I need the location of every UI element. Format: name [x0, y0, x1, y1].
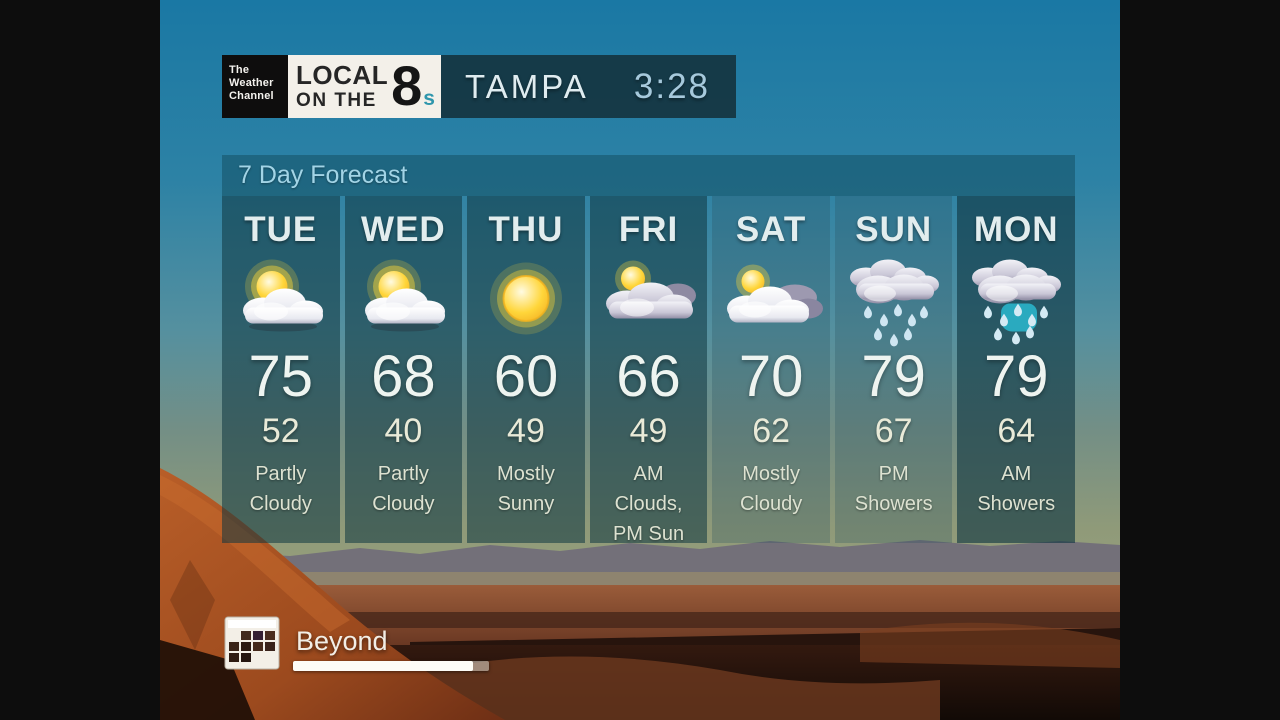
condition-label: PM Showers	[854, 463, 933, 515]
low-temp: 52	[261, 412, 300, 450]
high-temp: 60	[493, 344, 559, 409]
letterbox-bar-right	[1120, 0, 1280, 720]
forecast-day-column-tue: TUE 75 52 Partly Cloudy	[222, 196, 340, 543]
condition-label: Mostly Sunny	[497, 463, 555, 515]
day-label: SAT	[735, 210, 807, 249]
progress-fill	[293, 661, 474, 671]
day-label: MON	[973, 210, 1059, 249]
header-bar: The Weather Channel LOCAL ON THE 8 s TAM…	[222, 55, 736, 118]
logo-line-2: Weather	[229, 77, 274, 89]
letterbox-bar-left	[0, 0, 160, 720]
forecast-day-column-sat: SAT 70 62 Mostly Cloudy	[712, 196, 830, 543]
calendar-icon	[224, 616, 280, 670]
low-temp: 64	[997, 412, 1036, 450]
city-time-bar: TAMPA 3:28	[441, 55, 736, 118]
mostly-cloudy-icon	[715, 252, 827, 347]
panel-title: 7 Day Forecast	[222, 155, 1075, 196]
forecast-day-column-sun: SUN 79 67 PM Showers	[834, 196, 953, 543]
logo-s-text: s	[423, 87, 435, 111]
forecast-columns: TUE 75 52 Partly Cloudy WED 68 40 Partly…	[222, 196, 1076, 545]
next-segment-footer: Beyond	[224, 616, 654, 686]
low-temp: 62	[752, 412, 791, 450]
day-label: TUE	[244, 210, 318, 249]
low-temp: 49	[507, 412, 545, 450]
time-display: 3:28	[633, 66, 710, 106]
day-label: WED	[361, 210, 446, 249]
sunny-icon	[470, 252, 582, 347]
pm-showers-icon	[838, 252, 950, 347]
forecast-day-column-fri: FRI 66 49 AM Clouds, PM Sun	[589, 196, 708, 545]
local-on-the-8s-logo: LOCAL ON THE 8 s	[288, 55, 441, 118]
am-showers-icon	[960, 252, 1072, 347]
broadcast-content: The Weather Channel LOCAL ON THE 8 s TAM…	[160, 0, 1120, 720]
day-label: FRI	[618, 210, 679, 249]
day-label: SUN	[855, 210, 933, 249]
city-label: TAMPA	[465, 67, 589, 105]
logo-line-1: The	[229, 64, 250, 76]
condition-label: AM Clouds, PM Sun	[612, 463, 685, 545]
high-temp: 79	[984, 344, 1049, 409]
high-temp: 70	[738, 344, 804, 409]
seven-day-forecast-panel: 7 Day Forecast TUE 75 52 Partly Cloudy W…	[222, 155, 1076, 545]
logo-line-3: Channel	[229, 90, 274, 102]
forecast-day-column-wed: WED 68 40 Partly Cloudy	[344, 196, 463, 543]
condition-label: AM Showers	[977, 463, 1056, 515]
forecast-day-column-mon: MON 79 64 AM Showers	[957, 196, 1076, 543]
high-temp: 66	[616, 344, 681, 409]
condition-label: Partly Cloudy	[249, 463, 312, 515]
high-temp: 68	[371, 344, 436, 409]
logo-8-text: 8	[391, 53, 423, 117]
day-label: THU	[488, 210, 564, 249]
am-clouds-pm-sun-icon	[593, 252, 705, 347]
partly-cloudy-icon	[225, 252, 337, 347]
forecast-day-column-thu: THU 60 49 Mostly Sunny	[467, 196, 585, 543]
segment-progress-bar	[293, 661, 489, 671]
next-segment-label: Beyond	[296, 626, 388, 656]
low-temp: 49	[629, 412, 668, 450]
high-temp: 75	[248, 344, 314, 409]
weather-channel-logo: The Weather Channel	[222, 55, 288, 118]
logo-local-text: LOCAL	[296, 59, 389, 90]
condition-label: Mostly Cloudy	[739, 463, 803, 515]
low-temp: 67	[874, 412, 913, 450]
logo-onthe-text: ON THE	[296, 89, 377, 111]
partly-cloudy-icon	[347, 252, 459, 347]
low-temp: 40	[384, 412, 423, 450]
condition-label: Partly Cloudy	[372, 463, 435, 515]
high-temp: 79	[861, 344, 926, 409]
